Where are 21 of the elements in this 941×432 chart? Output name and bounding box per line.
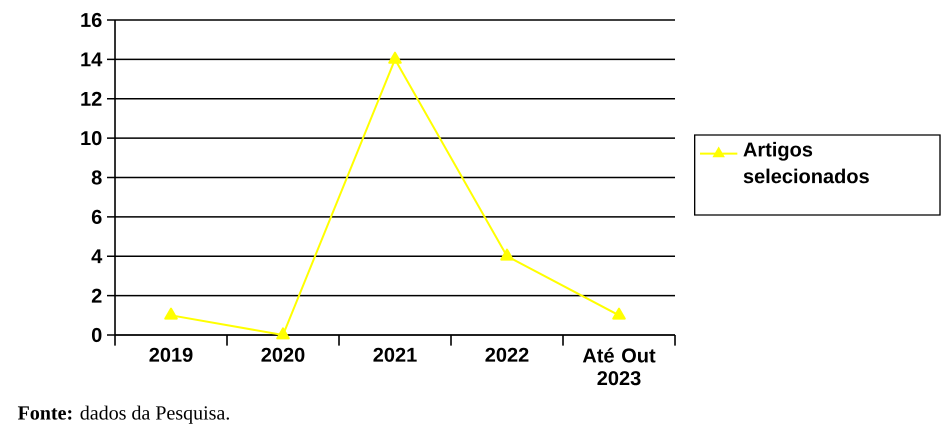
point <box>164 308 178 320</box>
x-tick-label: 2022 <box>485 348 528 362</box>
x-tick-label: 2019 <box>149 348 192 362</box>
y-tick-label: 6 <box>92 210 102 224</box>
x-tick-label: Até Out 2023 <box>582 348 656 386</box>
x-tick-label: 2020 <box>261 348 304 362</box>
legend-label: Artigos selecionados <box>743 142 869 184</box>
y-tick-label: 8 <box>92 170 102 185</box>
y-tick-label: 14 <box>81 52 102 66</box>
text: Fonte: dados da Pesquisa. <box>18 406 230 424</box>
y-tick-label: 12 <box>81 92 102 106</box>
point <box>388 52 402 64</box>
y-tick-label: 16 <box>81 12 102 28</box>
y-tick-label: 0 <box>92 328 102 342</box>
y-tick-label: 10 <box>81 131 102 146</box>
y-tick-label: 4 <box>91 249 102 264</box>
point <box>612 308 626 320</box>
y-tick-label: 2 <box>92 288 102 303</box>
point <box>500 248 514 261</box>
point <box>276 327 290 340</box>
x-tick-label: 2021 <box>373 348 417 362</box>
